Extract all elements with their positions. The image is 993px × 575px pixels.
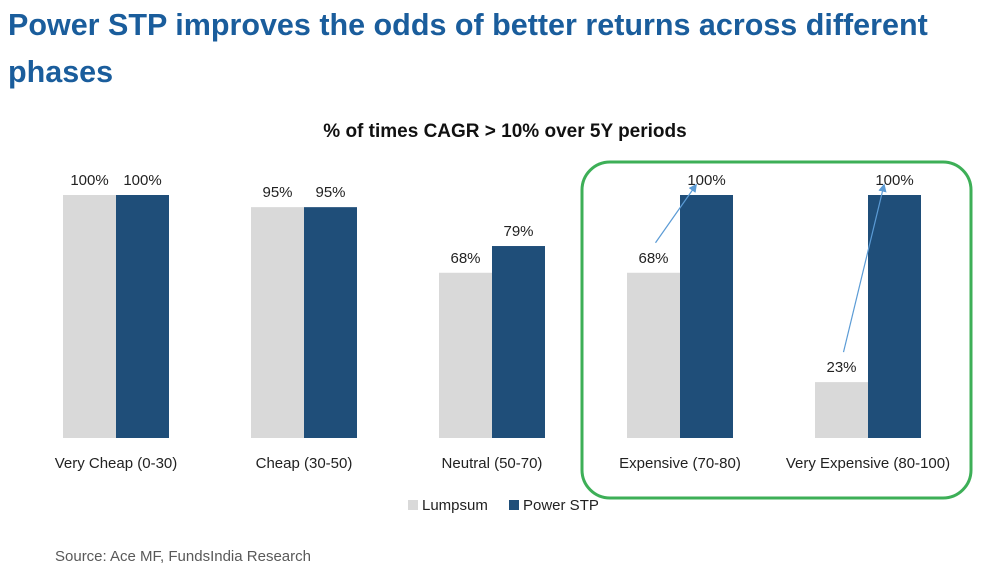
category-label: Neutral (50-70) (442, 455, 543, 472)
highlight-box (580, 160, 973, 500)
legend-label: Lumpsum (422, 497, 488, 514)
data-label: 100% (687, 172, 725, 189)
data-label: 95% (262, 184, 292, 201)
improvement-arrow (842, 183, 887, 353)
power-stp-bar (680, 195, 733, 438)
slide-title: Power STP improves the odds of better re… (8, 8, 928, 89)
category-label: Very Expensive (80-100) (786, 455, 950, 472)
improvement-arrow (655, 183, 697, 244)
category-label: Very Cheap (0-30) (55, 455, 178, 472)
data-label: 68% (638, 250, 668, 267)
legend-swatch (509, 500, 519, 510)
data-label: 68% (450, 250, 480, 267)
chart-title: % of times CAGR > 10% over 5Y periods (323, 121, 687, 142)
lumpsum-bar (63, 195, 116, 438)
lumpsum-bar (439, 272, 492, 438)
lumpsum-bar (251, 207, 304, 438)
data-label: 100% (123, 172, 161, 189)
power-stp-bar (304, 207, 357, 438)
lumpsum-bar (815, 382, 868, 438)
data-label: 100% (875, 172, 913, 189)
data-label: 79% (503, 223, 533, 240)
power-stp-bar (492, 246, 545, 438)
data-label: 23% (826, 359, 856, 376)
power-stp-bar (116, 195, 169, 438)
legend-label: Power STP (523, 497, 599, 514)
data-label: 100% (70, 172, 108, 189)
power-stp-bar (868, 195, 921, 438)
data-label: 95% (315, 184, 345, 201)
legend-swatch (408, 500, 418, 510)
category-label: Expensive (70-80) (619, 455, 741, 472)
source-note: Source: Ace MF, FundsIndia Research (55, 548, 311, 565)
lumpsum-bar (627, 272, 680, 438)
category-label: Cheap (30-50) (256, 455, 353, 472)
